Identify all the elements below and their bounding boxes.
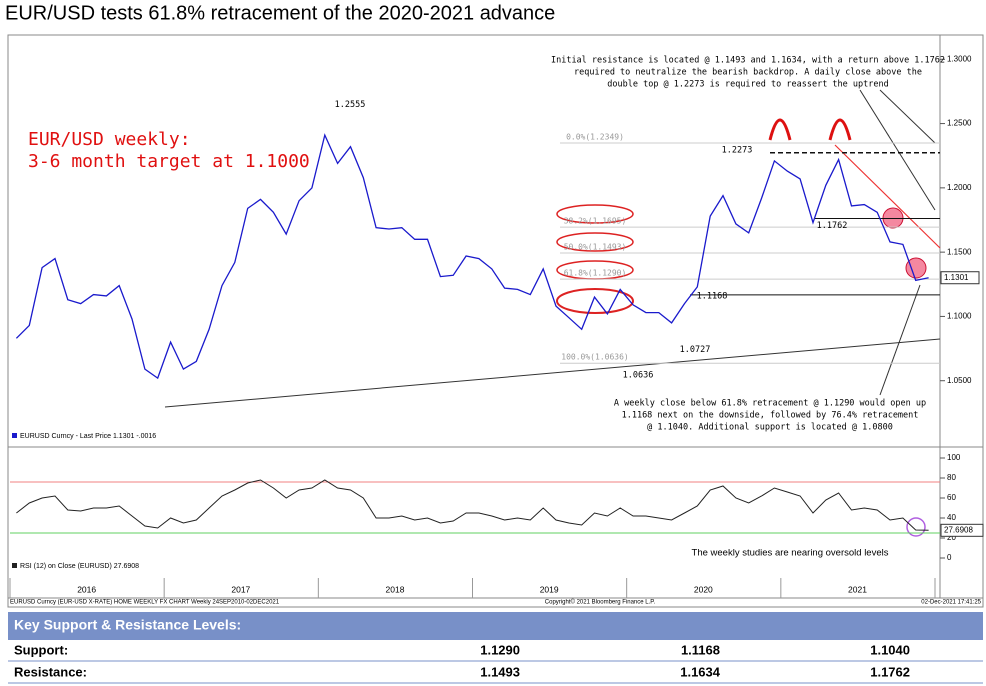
downtrend-line — [834, 144, 941, 249]
rsi-circle — [906, 517, 926, 537]
y-tick-label: 1.2500 — [947, 119, 972, 128]
marker-circle — [905, 257, 927, 279]
table-title: Key Support & Resistance Levels: — [14, 617, 241, 633]
arrow — [879, 89, 936, 144]
fib-ellipse — [556, 204, 634, 224]
last-rsi-tag — [940, 523, 984, 537]
chart-frame — [7, 34, 984, 608]
page-title: EUR/USD tests 61.8% retracement of the 2… — [5, 2, 555, 24]
support-note: 1.1168 next on the downside, followed by… — [622, 411, 919, 421]
double-top — [768, 118, 852, 141]
support-note: A weekly close below 61.8% retracement @… — [614, 399, 926, 409]
legend-swatch — [12, 433, 17, 438]
table-value: 1.1634 — [680, 664, 721, 679]
congestion-ellipse — [556, 288, 634, 314]
fib-ellipse — [556, 232, 634, 252]
trend-line — [164, 338, 941, 408]
price-label: 1.0636 — [623, 371, 654, 381]
price-line — [15, 133, 929, 380]
arrow — [879, 284, 921, 396]
last-rsi-label: 27.6908 — [944, 525, 973, 534]
rsi-line — [16, 479, 929, 531]
fib-label: 0.0%(1.2349) — [566, 132, 624, 141]
arrow — [859, 89, 936, 211]
price-label: 1.1762 — [817, 221, 848, 231]
footer-center: Copyright© 2021 Bloomberg Finance L.P. — [545, 599, 656, 606]
resistance-note: required to neutralize the bearish backd… — [574, 68, 922, 78]
rsi-note: The weekly studies are nearing oversold … — [692, 548, 889, 559]
y-tick-label: 1.2000 — [947, 183, 972, 192]
x-tick-label: 2017 — [231, 584, 250, 594]
y-tick-label: 0 — [947, 553, 952, 562]
table-header-bg — [8, 612, 983, 640]
price-label: 1.1168 — [697, 291, 728, 301]
table-label: Resistance: — [14, 664, 87, 679]
y-tick-label: 1.1500 — [947, 247, 972, 256]
target-text: EUR/USD weekly: — [28, 129, 191, 150]
y-tick-label: 1.1000 — [947, 312, 972, 321]
legend-text: RSI (12) on Close (EURUSD) 27.6908 — [20, 563, 139, 570]
y-tick-label: 80 — [947, 473, 956, 482]
x-tick-label: 2019 — [540, 584, 559, 594]
table-value: 1.1290 — [480, 642, 520, 657]
y-tick-label: 1.3000 — [947, 54, 972, 63]
y-tick-label: 1.0500 — [947, 376, 972, 385]
x-tick-label: 2018 — [386, 584, 405, 594]
table-value: 1.1168 — [681, 642, 720, 657]
table-label: Support: — [14, 642, 68, 657]
footer-left: EURUSD Curncy (EUR-USD X-RATE) HOME WEEK… — [10, 600, 280, 606]
legend-text: EURUSD Curncy - Last Price 1.1301 -.0016 — [20, 433, 156, 440]
price-label: 1.0727 — [680, 345, 711, 355]
x-tick-label: 2016 — [77, 584, 96, 594]
legend-swatch — [12, 563, 17, 568]
resistance-note: Initial resistance is located @ 1.1493 a… — [551, 56, 945, 66]
last-price-tag — [940, 271, 980, 285]
last-price-label: 1.1301 — [944, 273, 969, 282]
table-value: 1.1762 — [870, 664, 910, 679]
table-value: 1.1040 — [870, 642, 910, 657]
resistance-note: double top @ 1.2273 is required to reass… — [607, 80, 888, 90]
x-tick-label: 2020 — [694, 584, 713, 594]
table-value: 1.1493 — [480, 664, 520, 679]
fib-label: 38.2%(1.1695) — [564, 217, 627, 226]
price-label: 1.2555 — [335, 100, 366, 110]
y-tick-label: 40 — [947, 513, 956, 522]
x-tick-label: 2021 — [848, 584, 867, 594]
fib-label: 100.0%(1.0636) — [561, 353, 628, 362]
price-label: 1.2273 — [722, 145, 753, 155]
footer-right: 02-Dec-2021 17:41:25 — [921, 600, 981, 606]
y-tick-label: 20 — [947, 533, 956, 542]
support-note: @ 1.1040. Additional support is located … — [647, 423, 893, 433]
y-tick-label: 60 — [947, 493, 956, 502]
fib-label: 61.8%(1.1290) — [564, 269, 627, 278]
target-text: 3-6 month target at 1.1000 — [28, 151, 310, 172]
fib-label: 50.0%(1.1493) — [564, 243, 627, 252]
y-tick-label: 100 — [947, 453, 961, 462]
